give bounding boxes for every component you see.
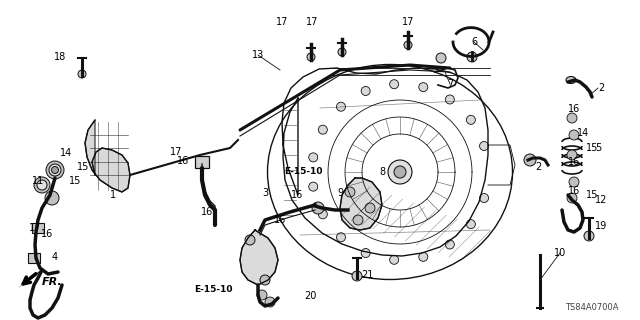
Circle shape xyxy=(584,231,594,241)
Circle shape xyxy=(467,115,476,124)
Circle shape xyxy=(318,210,327,219)
Circle shape xyxy=(361,86,370,95)
Circle shape xyxy=(353,215,363,225)
Circle shape xyxy=(318,125,327,134)
Circle shape xyxy=(436,53,446,63)
Circle shape xyxy=(390,255,399,264)
Text: 5: 5 xyxy=(595,143,601,153)
Text: 17: 17 xyxy=(276,17,288,27)
Text: 16: 16 xyxy=(201,207,213,217)
Circle shape xyxy=(345,187,355,197)
Circle shape xyxy=(78,70,86,78)
Text: E-15-10: E-15-10 xyxy=(194,285,232,294)
Circle shape xyxy=(265,297,275,307)
Circle shape xyxy=(337,102,346,111)
Text: 21: 21 xyxy=(361,270,373,280)
Circle shape xyxy=(445,240,454,249)
Text: 8: 8 xyxy=(379,167,385,177)
Circle shape xyxy=(338,48,346,56)
Text: 14: 14 xyxy=(577,128,589,138)
Bar xyxy=(195,156,209,168)
Text: 13: 13 xyxy=(252,50,264,60)
Circle shape xyxy=(419,252,428,261)
Circle shape xyxy=(524,154,536,166)
Text: 16: 16 xyxy=(177,156,189,166)
Circle shape xyxy=(312,202,324,214)
Text: 17: 17 xyxy=(29,223,41,233)
Circle shape xyxy=(567,150,577,160)
Ellipse shape xyxy=(566,76,576,84)
Circle shape xyxy=(569,177,579,187)
Text: 18: 18 xyxy=(54,52,66,62)
Text: 19: 19 xyxy=(595,221,607,231)
Text: 3: 3 xyxy=(262,188,268,198)
Text: 20: 20 xyxy=(304,291,316,301)
Circle shape xyxy=(419,83,428,92)
Text: 16: 16 xyxy=(568,157,580,167)
Text: 14: 14 xyxy=(60,148,72,158)
Polygon shape xyxy=(85,120,130,192)
Text: 2: 2 xyxy=(598,83,604,93)
Text: 15: 15 xyxy=(586,190,598,200)
Text: 15: 15 xyxy=(69,176,81,186)
Circle shape xyxy=(361,249,370,258)
Text: 6: 6 xyxy=(471,37,477,47)
Circle shape xyxy=(308,182,317,191)
Circle shape xyxy=(257,290,267,300)
Circle shape xyxy=(388,160,412,184)
Text: 1: 1 xyxy=(110,190,116,200)
Text: E-15-10: E-15-10 xyxy=(284,167,323,177)
Polygon shape xyxy=(340,178,382,230)
Circle shape xyxy=(46,161,64,179)
Text: 9: 9 xyxy=(337,188,343,198)
Text: 7: 7 xyxy=(447,79,453,89)
Circle shape xyxy=(365,203,375,213)
Circle shape xyxy=(404,41,412,49)
Circle shape xyxy=(51,166,58,173)
Circle shape xyxy=(394,166,406,178)
Text: 4: 4 xyxy=(52,252,58,262)
Circle shape xyxy=(49,164,61,176)
Text: 17: 17 xyxy=(306,17,318,27)
Text: 10: 10 xyxy=(554,248,566,258)
Polygon shape xyxy=(18,269,42,288)
Circle shape xyxy=(352,271,362,281)
Bar xyxy=(32,223,44,233)
Text: 15: 15 xyxy=(77,162,89,172)
Text: 11: 11 xyxy=(32,176,44,186)
Text: TS84A0700A: TS84A0700A xyxy=(565,303,619,313)
Circle shape xyxy=(337,233,346,242)
Text: 16: 16 xyxy=(568,104,580,114)
Bar xyxy=(28,253,40,263)
Circle shape xyxy=(467,220,476,229)
Text: 16: 16 xyxy=(568,186,580,196)
Text: 16: 16 xyxy=(291,190,303,200)
Circle shape xyxy=(45,191,59,205)
Text: 17: 17 xyxy=(402,17,414,27)
Circle shape xyxy=(245,235,255,245)
Circle shape xyxy=(307,53,315,61)
Circle shape xyxy=(569,130,579,140)
Circle shape xyxy=(34,177,50,193)
Text: FR.: FR. xyxy=(42,277,63,287)
Circle shape xyxy=(308,153,317,162)
Text: 15: 15 xyxy=(586,143,598,153)
Polygon shape xyxy=(240,230,278,285)
Circle shape xyxy=(445,95,454,104)
Circle shape xyxy=(567,193,577,203)
Circle shape xyxy=(479,141,488,150)
Circle shape xyxy=(390,80,399,89)
Text: 16: 16 xyxy=(274,215,286,225)
Circle shape xyxy=(567,113,577,123)
Circle shape xyxy=(37,180,47,190)
Circle shape xyxy=(260,275,270,285)
Circle shape xyxy=(479,194,488,203)
Circle shape xyxy=(467,52,477,62)
Text: 17: 17 xyxy=(170,147,182,157)
Text: 16: 16 xyxy=(41,229,53,239)
Text: 2: 2 xyxy=(535,162,541,172)
Text: 12: 12 xyxy=(595,195,607,205)
